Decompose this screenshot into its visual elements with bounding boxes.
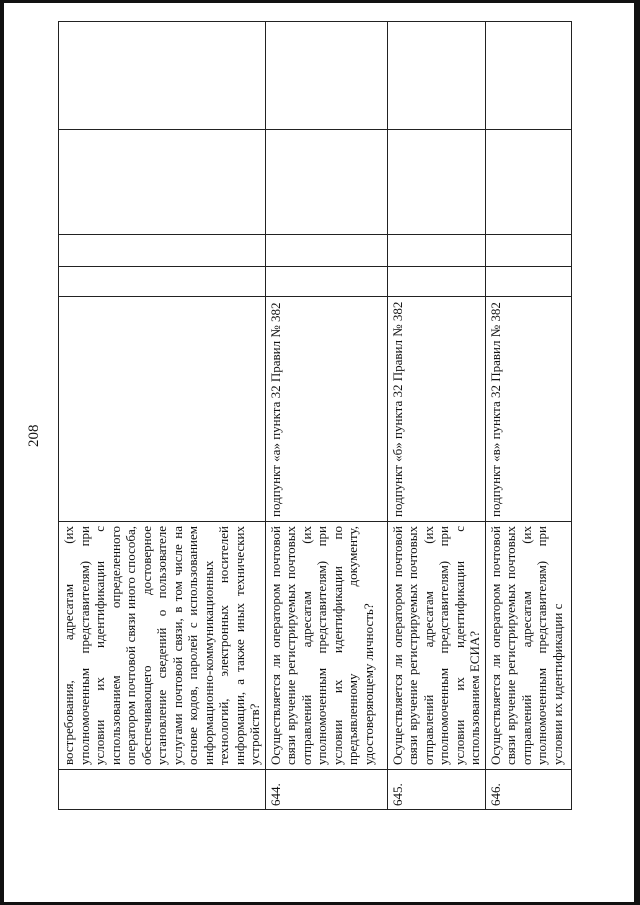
- scan-edge-bottom: [0, 902, 640, 905]
- table-row: востребования, адресатам (их уполномочен…: [58, 21, 265, 810]
- empty-cell: [485, 266, 571, 297]
- question-cell: Осуществляется ли оператором почтовой св…: [387, 521, 485, 770]
- question-cell: Осуществляется ли оператором почтовой св…: [265, 521, 387, 770]
- page-number: 208: [26, 424, 42, 448]
- empty-cell: [485, 129, 571, 235]
- reference-cell: подпункт «в» пункта 32 Правил № 382: [485, 296, 571, 522]
- scan-edge-right: [634, 0, 640, 905]
- empty-cell: [58, 266, 265, 297]
- reference-cell: подпункт «а» пункта 32 Правил № 382: [265, 296, 387, 522]
- row-number: [58, 769, 265, 810]
- empty-cell: [387, 21, 485, 130]
- empty-cell: [265, 129, 387, 235]
- empty-cell: [265, 266, 387, 297]
- scan-edge-top: [0, 0, 640, 3]
- reference-cell: подпункт «б» пункта 32 Правил № 382: [387, 296, 485, 522]
- question-cell: Осуществляется ли оператором почтовой св…: [485, 521, 571, 770]
- empty-cell: [387, 234, 485, 267]
- empty-cell: [485, 234, 571, 267]
- table-row: 644. Осуществляется ли оператором почтов…: [265, 21, 387, 810]
- row-number: 646.: [485, 769, 571, 810]
- empty-cell: [265, 234, 387, 267]
- reference-cell: [58, 296, 265, 522]
- empty-cell: [265, 21, 387, 130]
- scan-edge-left: [0, 0, 4, 905]
- row-number: 645.: [387, 769, 485, 810]
- table-row: 646. Осуществляется ли оператором почтов…: [485, 21, 571, 810]
- question-cell: востребования, адресатам (их уполномочен…: [58, 521, 265, 770]
- row-number: 644.: [265, 769, 387, 810]
- empty-cell: [58, 21, 265, 130]
- table-row: 645. Осуществляется ли оператором почтов…: [387, 21, 485, 810]
- empty-cell: [58, 234, 265, 267]
- empty-cell: [58, 129, 265, 235]
- empty-cell: [387, 129, 485, 235]
- empty-cell: [485, 21, 571, 130]
- checklist-table: востребования, адресатам (их уполномочен…: [58, 21, 572, 810]
- empty-cell: [387, 266, 485, 297]
